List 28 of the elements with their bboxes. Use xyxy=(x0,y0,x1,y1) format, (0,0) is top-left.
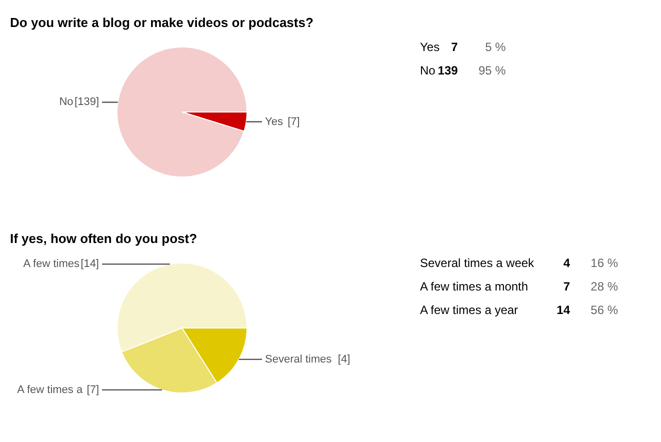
data-label: [139] xyxy=(74,96,99,108)
text: 7 xyxy=(563,280,570,294)
slice-label: Several times xyxy=(265,353,332,366)
text: No xyxy=(420,64,436,78)
text: Several times a week xyxy=(420,256,536,270)
text: 5 % xyxy=(485,40,506,54)
text: 139 xyxy=(438,64,458,78)
text: 7 xyxy=(451,40,458,54)
chart-title: Do you write a blog or make videos or podcasts? xyxy=(10,15,314,30)
slice-label: A few times a xyxy=(17,384,84,396)
data-label: [7] xyxy=(288,116,300,128)
text: 28 % xyxy=(590,280,618,294)
text: 4 xyxy=(563,256,570,270)
text: 56 % xyxy=(590,303,618,317)
text: 16 % xyxy=(590,256,618,270)
data-label: [14] xyxy=(80,258,99,270)
text: A few times a month xyxy=(420,280,528,294)
text: 14 xyxy=(556,303,570,317)
data-label: [7] xyxy=(86,384,99,396)
chart-title: If yes, how often do you post? xyxy=(10,231,198,246)
text: A few times a year xyxy=(420,303,518,317)
slice-label: Yes xyxy=(265,116,284,128)
slice-label: A few times xyxy=(23,258,80,270)
data-label: [4] xyxy=(338,353,350,366)
text: Yes xyxy=(420,40,440,54)
pie-slice xyxy=(116,46,248,178)
slice-label: No xyxy=(59,96,74,108)
text: 95 % xyxy=(478,64,506,78)
